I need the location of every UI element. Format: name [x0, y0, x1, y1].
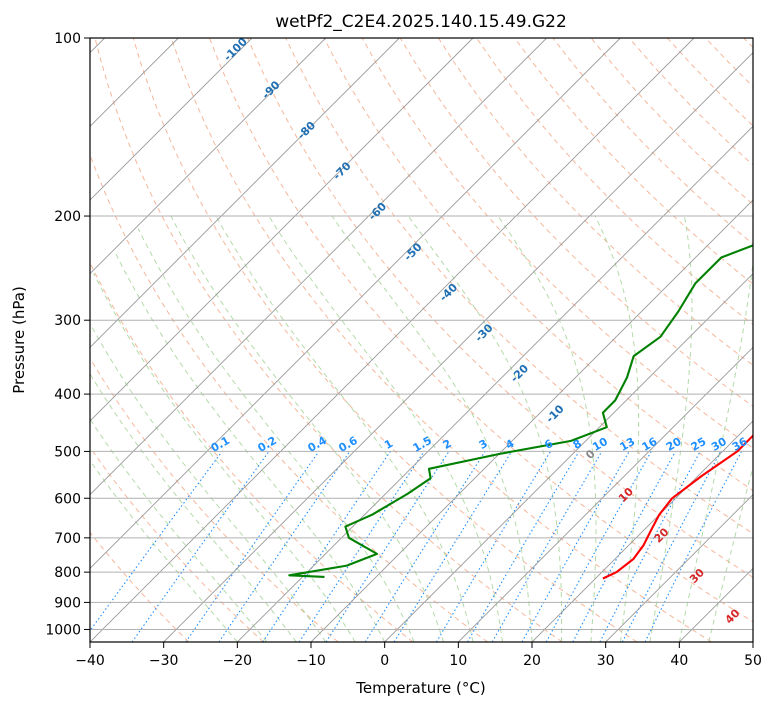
- moist-adiabat-line: [594, 215, 640, 642]
- moist-adiabat-line: [137, 228, 415, 642]
- y-tick-label: 900: [54, 595, 81, 611]
- x-axis: −40 −30 −20 −10 0 10 20 30 40 50: [75, 642, 762, 669]
- dry-adiabat-line: [90, 357, 339, 642]
- moist-adiabat-line: [268, 215, 503, 642]
- y-tick-label: 1000: [45, 622, 81, 638]
- isotherm-line: [384, 273, 753, 642]
- isotherm-line: [90, 38, 695, 642]
- dry-adiabat-line: [247, 38, 753, 578]
- isotherm-line: [90, 38, 474, 422]
- x-tick-label: −30: [149, 653, 179, 669]
- isotherm-line: [605, 494, 753, 642]
- dry-adiabat-line: [514, 38, 753, 285]
- y-tick-label: 700: [54, 531, 81, 547]
- x-tick-label: 50: [744, 653, 762, 669]
- isotherm-line: [90, 38, 400, 348]
- x-tick-label: 20: [523, 653, 541, 669]
- y-axis-label: Pressure (hPa): [10, 286, 28, 394]
- y-tick-label: 100: [54, 31, 81, 47]
- x-tick-label: 30: [597, 653, 615, 669]
- moist-adiabat-line: [170, 215, 445, 642]
- profiles: [288, 244, 753, 580]
- mixing-ratio-line: [521, 451, 630, 642]
- dewpoint-profile-line: [288, 244, 753, 578]
- dry-adiabat-line: [94, 38, 563, 642]
- chart-title: wetPf2_C2E4.2025.140.15.49.G22: [275, 12, 567, 32]
- x-tick-label: −10: [296, 653, 326, 669]
- x-tick-label: 0: [380, 653, 389, 669]
- x-axis-label: Temperature (°C): [355, 679, 485, 697]
- moist-adiabat-line: [649, 215, 693, 642]
- dry-adiabat-line: [209, 38, 753, 623]
- mixing-ratio-line: [545, 451, 652, 642]
- mixing-ratio-line: [325, 451, 450, 642]
- mixing-ratio-line: [644, 451, 742, 642]
- isotherm-line: [237, 125, 753, 642]
- temperature-profile-line: [602, 433, 753, 580]
- y-tick-label: 800: [54, 565, 81, 581]
- isotherm-line: [163, 52, 753, 642]
- x-tick-label: 10: [449, 653, 467, 669]
- dry-adiabat-line: [90, 153, 488, 642]
- y-tick-label: 300: [54, 313, 81, 329]
- moist-adiabat-line: [93, 273, 356, 642]
- moist-adiabats: [90, 215, 753, 642]
- moist-adiabat-line: [678, 259, 753, 642]
- moist-adiabat-line: [90, 418, 268, 642]
- moist-adiabat-line: [114, 251, 386, 642]
- isotherm-line: [458, 346, 753, 642]
- x-tick-label: −20: [223, 653, 253, 669]
- moist-adiabat-line: [331, 215, 533, 642]
- plot-area: -100-90-80-70-60-50-40-30-20-10010203040…: [90, 38, 753, 642]
- dry-adiabat-line: [170, 38, 712, 642]
- isotherm-line: [90, 38, 326, 275]
- dry-adiabat-line: [90, 446, 264, 642]
- isobars: [90, 38, 753, 630]
- mixing-ratio-line: [621, 451, 722, 642]
- dry-adiabat-line: [399, 38, 753, 408]
- isotherm-line: [90, 38, 547, 496]
- dry-adiabat-line: [132, 38, 638, 642]
- isotherm-line: [90, 38, 253, 201]
- moist-adiabat-line: [215, 215, 474, 642]
- mixing-ratio-line: [185, 451, 320, 642]
- moist-adiabat-line: [90, 459, 238, 642]
- isotherm-line: [90, 38, 621, 569]
- x-tick-label: −40: [75, 653, 105, 669]
- x-tick-label: 40: [670, 653, 688, 669]
- isotherm-line: [531, 420, 753, 642]
- mixing-ratio-line: [393, 451, 513, 642]
- y-tick-label: 500: [54, 444, 81, 460]
- moist-adiabat-line: [708, 464, 753, 642]
- mixing-ratio-line: [262, 451, 391, 642]
- mixing-ratio-line: [90, 451, 223, 632]
- isotherms: [90, 38, 753, 642]
- y-tick-label: 200: [54, 209, 81, 225]
- dry-adiabat-line: [90, 531, 190, 642]
- mixing-ratio-line: [218, 451, 351, 642]
- moist-adiabat-line: [497, 215, 597, 642]
- y-tick-label: 400: [54, 387, 81, 403]
- plot-frame: [89, 37, 754, 643]
- isotherm-line: [310, 199, 753, 642]
- y-tick-label: 600: [54, 491, 81, 507]
- y-axis: 100 200 300 400 500 600 700 800 900 1000: [45, 31, 90, 638]
- moist-adiabat-line: [407, 215, 563, 642]
- mixing-ratio-line: [572, 451, 676, 642]
